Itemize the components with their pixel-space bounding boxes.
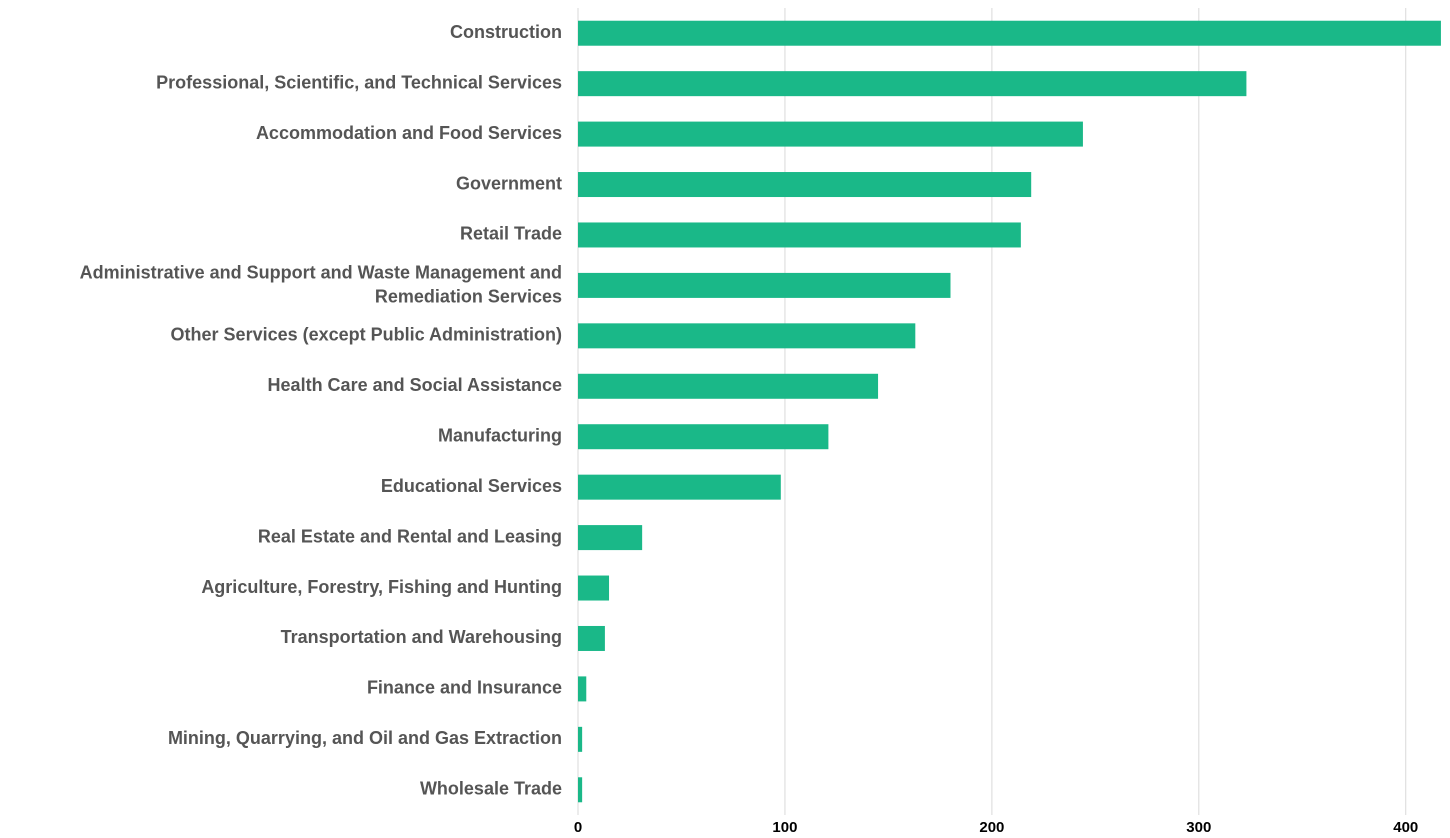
- bar: [578, 222, 1021, 248]
- bar: [578, 726, 583, 752]
- bar: [578, 424, 829, 450]
- x-tick-label: 200: [979, 819, 1004, 836]
- bar: [578, 172, 1032, 198]
- x-tick-label: 300: [1186, 819, 1211, 836]
- bar: [578, 777, 583, 803]
- bar: [578, 272, 951, 298]
- y-tick-label: Agriculture, Forestry, Fishing and Hunti…: [201, 577, 562, 597]
- x-tick-label: 400: [1393, 819, 1418, 836]
- y-tick-label: Other Services (except Public Administra…: [171, 325, 562, 345]
- y-tick-label: Health Care and Social Assistance: [268, 375, 562, 395]
- y-tick-label: Professional, Scientific, and Technical …: [156, 72, 562, 92]
- y-tick-label: Government: [456, 173, 562, 193]
- bar: [578, 373, 879, 399]
- y-tick-label: Retail Trade: [460, 224, 562, 244]
- y-tick-label: Manufacturing: [438, 425, 562, 445]
- bar: [578, 71, 1247, 97]
- x-tick-label: 0: [574, 819, 582, 836]
- y-tick-label: Accommodation and Food Services: [256, 123, 562, 143]
- y-tick-label: Educational Services: [381, 476, 562, 496]
- y-tick-label: Transportation and Warehousing: [281, 627, 562, 647]
- x-tick-label: 100: [772, 819, 797, 836]
- label-line: Administrative and Support and Waste Man…: [80, 262, 562, 282]
- y-tick-label: Construction: [450, 22, 562, 42]
- bar: [578, 575, 610, 601]
- y-tick-label: Administrative and Support and Waste Man…: [80, 262, 562, 306]
- y-tick-label: Mining, Quarrying, and Oil and Gas Extra…: [168, 728, 562, 748]
- bar: [578, 625, 605, 651]
- bar: [578, 676, 587, 702]
- bar: [578, 20, 1441, 46]
- label-line: Remediation Services: [375, 286, 562, 306]
- bar: [578, 323, 916, 349]
- y-tick-label: Finance and Insurance: [367, 678, 562, 698]
- bar: [578, 525, 643, 551]
- bar: [578, 121, 1083, 147]
- y-tick-label: Real Estate and Rental and Leasing: [258, 526, 562, 546]
- y-tick-label: Wholesale Trade: [420, 779, 562, 799]
- bar: [578, 474, 781, 500]
